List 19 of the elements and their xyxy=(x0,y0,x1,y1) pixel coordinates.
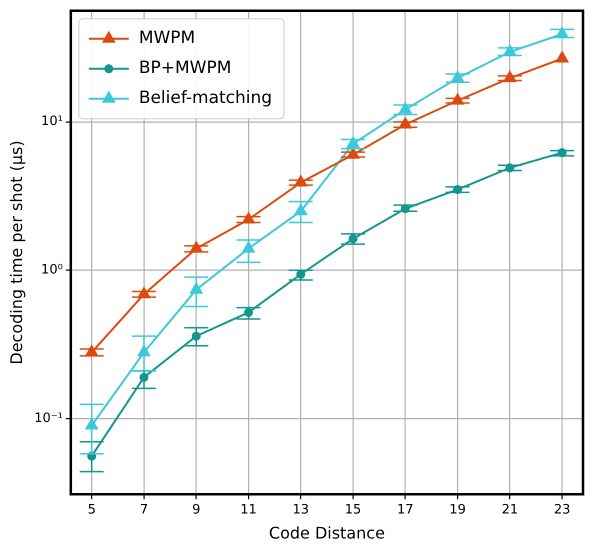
y-tick-label: 10¹ xyxy=(41,114,63,130)
x-tick-label: 7 xyxy=(140,502,148,518)
x-tick-label: 9 xyxy=(192,502,200,518)
x-tick-label: 13 xyxy=(292,502,310,518)
legend-label: BP+MWPM xyxy=(138,58,232,78)
legend-label: Belief-matching xyxy=(138,88,272,108)
legend-label: MWPM xyxy=(138,28,196,48)
x-tick-label: 15 xyxy=(344,502,362,518)
y-tick-label: 10⁰ xyxy=(41,262,63,278)
y-tick-label: 10⁻¹ xyxy=(34,411,63,426)
x-axis-title: Code Distance xyxy=(268,524,385,543)
y-axis-title: Decoding time per shot (μs) xyxy=(6,140,26,365)
x-tick-label: 21 xyxy=(502,502,518,518)
x-tick-label: 5 xyxy=(88,502,96,518)
point xyxy=(556,52,568,63)
x-tick-label: 23 xyxy=(554,502,570,518)
x-tick-label: 17 xyxy=(397,502,414,518)
x-tick-label: 19 xyxy=(449,502,466,518)
x-tick-label: 11 xyxy=(240,502,257,518)
